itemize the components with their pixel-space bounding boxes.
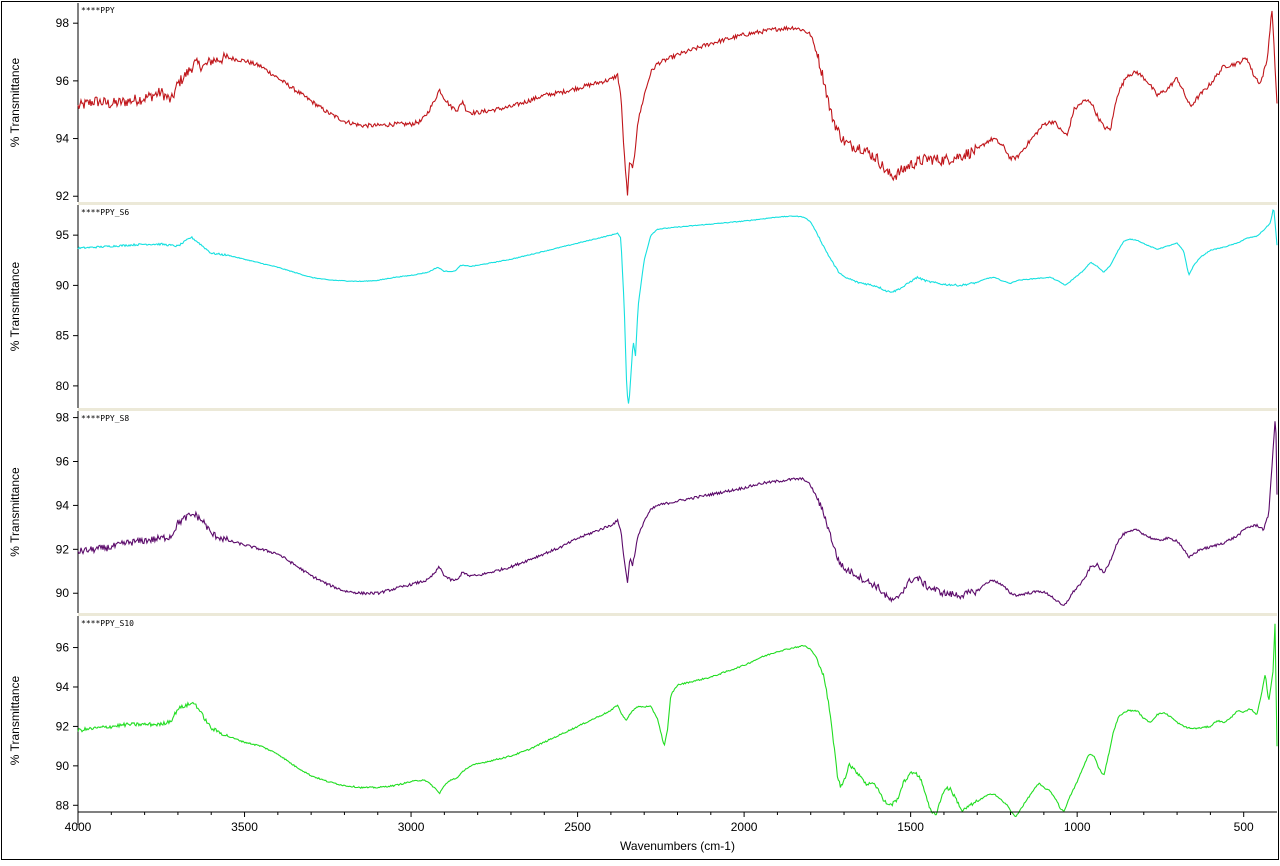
y-tick-label: 80 <box>56 379 70 393</box>
y-tick-label: 96 <box>56 455 70 469</box>
y-tick-label: 95 <box>56 228 70 242</box>
spectrum-line <box>77 421 1278 606</box>
spectrum-line <box>77 623 1278 818</box>
panel-name: ****PPY_S8 <box>81 414 129 423</box>
y-tick-label: 92 <box>56 189 70 203</box>
x-tick-label: 2500 <box>564 820 591 834</box>
panel-name: ****PPY_S10 <box>81 619 134 628</box>
spectrum-panel: 90 92 94 96 98 % Transmittance ****PPY_S8 <box>8 408 1278 613</box>
spectrum-panel: 80 85 90 95 % Transmittance ****PPY_S6 <box>8 202 1278 408</box>
y-tick-label: 94 <box>56 680 70 694</box>
spectrum-line <box>77 10 1278 196</box>
x-tick-label: 2000 <box>731 820 758 834</box>
y-tick-label: 90 <box>56 278 70 292</box>
y-tick-label: 88 <box>56 798 70 812</box>
y-axis-label: % Transmittance <box>8 675 22 765</box>
spectrum-line <box>77 209 1278 404</box>
x-tick-label: 1000 <box>1064 820 1091 834</box>
y-tick-label: 96 <box>56 641 70 655</box>
x-tick-label: 1500 <box>897 820 924 834</box>
y-axis-label: % Transmittance <box>8 467 22 557</box>
x-tick-label: 500 <box>1234 820 1254 834</box>
y-tick-label: 98 <box>56 16 70 30</box>
y-tick-label: 92 <box>56 719 70 733</box>
panel-name: ****PPY <box>81 6 115 15</box>
panel-separator <box>78 408 1277 411</box>
y-tick-label: 90 <box>56 759 70 773</box>
y-axis-label: % Transmittance <box>8 261 22 351</box>
y-tick-label: 90 <box>56 586 70 600</box>
x-tick-label: 4000 <box>65 820 92 834</box>
y-tick-label: 94 <box>56 498 70 512</box>
y-axis-label: % Transmittance <box>8 57 22 147</box>
spectrum-panel: 88 90 92 94 96 % Transmittance ****PPY_S10 <box>8 613 1278 825</box>
y-tick-label: 98 <box>56 411 70 425</box>
panel-separator <box>78 202 1277 205</box>
panel-separator <box>78 613 1277 616</box>
x-axis-label: Wavenumbers (cm-1) <box>620 839 735 853</box>
panel-name: ****PPY_S6 <box>81 208 129 217</box>
x-tick-label: 3000 <box>398 820 425 834</box>
spectrum-panel: 92 94 96 98 % Transmittance ****PPY <box>8 3 1278 203</box>
y-tick-label: 94 <box>56 132 70 146</box>
y-tick-label: 85 <box>56 329 70 343</box>
y-tick-label: 92 <box>56 542 70 556</box>
y-tick-label: 96 <box>56 74 70 88</box>
x-tick-label: 3500 <box>231 820 258 834</box>
